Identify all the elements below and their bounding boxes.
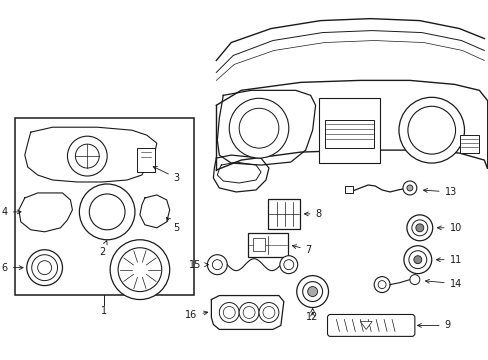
Circle shape — [296, 276, 328, 307]
Circle shape — [219, 302, 239, 323]
Circle shape — [263, 306, 274, 319]
Text: 6: 6 — [2, 263, 23, 273]
Circle shape — [239, 108, 278, 148]
Text: 5: 5 — [166, 217, 180, 233]
Circle shape — [67, 136, 107, 176]
Circle shape — [110, 240, 169, 300]
Bar — [253, 238, 264, 251]
Circle shape — [207, 255, 227, 275]
FancyBboxPatch shape — [247, 233, 287, 257]
Circle shape — [223, 306, 235, 319]
Circle shape — [79, 184, 135, 240]
FancyBboxPatch shape — [327, 315, 414, 336]
Circle shape — [302, 282, 322, 302]
Text: 12: 12 — [306, 309, 318, 323]
Bar — [345, 186, 353, 193]
Circle shape — [398, 97, 464, 163]
Circle shape — [406, 185, 412, 191]
Text: 10: 10 — [437, 223, 461, 233]
Circle shape — [409, 275, 419, 285]
Text: 4: 4 — [2, 207, 21, 217]
Circle shape — [406, 215, 432, 241]
Text: 14: 14 — [425, 279, 461, 289]
Circle shape — [402, 181, 416, 195]
Circle shape — [279, 256, 297, 274]
Circle shape — [32, 255, 58, 280]
Circle shape — [75, 144, 99, 168]
Bar — [324, 120, 373, 148]
Circle shape — [403, 246, 431, 274]
Circle shape — [212, 260, 222, 270]
Bar — [318, 98, 379, 163]
Circle shape — [307, 287, 317, 297]
Text: 13: 13 — [423, 187, 456, 197]
Text: 11: 11 — [435, 255, 461, 265]
Text: 16: 16 — [185, 310, 207, 320]
Circle shape — [239, 302, 259, 323]
Circle shape — [229, 98, 288, 158]
Bar — [15, 118, 193, 294]
Circle shape — [259, 302, 278, 323]
Circle shape — [415, 224, 423, 232]
Text: 15: 15 — [189, 260, 208, 270]
Text: 7: 7 — [292, 245, 311, 255]
Text: 3: 3 — [153, 167, 180, 183]
Text: 1: 1 — [101, 306, 107, 316]
Text: 8: 8 — [304, 209, 321, 219]
Bar — [459, 135, 478, 153]
FancyBboxPatch shape — [267, 199, 299, 229]
Circle shape — [283, 260, 293, 270]
Circle shape — [118, 248, 162, 292]
Circle shape — [413, 256, 421, 264]
Text: 2: 2 — [99, 240, 107, 257]
Circle shape — [243, 306, 255, 319]
Circle shape — [89, 194, 125, 230]
Circle shape — [408, 251, 426, 269]
Bar — [137, 148, 155, 172]
Circle shape — [377, 280, 386, 289]
Circle shape — [373, 276, 389, 293]
Circle shape — [407, 106, 455, 154]
Circle shape — [38, 261, 51, 275]
Circle shape — [27, 250, 62, 285]
Polygon shape — [360, 321, 371, 329]
Text: 9: 9 — [417, 320, 450, 330]
Circle shape — [411, 220, 427, 236]
